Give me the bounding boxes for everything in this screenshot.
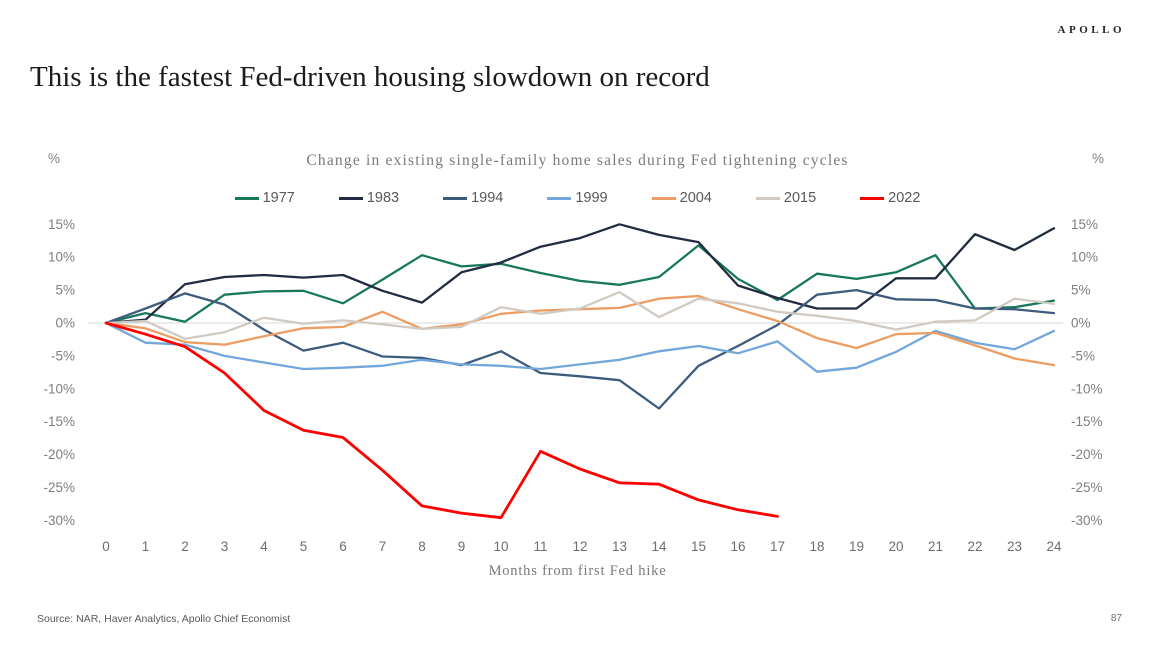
legend-swatch-2022 bbox=[860, 196, 885, 200]
series-line-1983 bbox=[104, 223, 1056, 325]
page-title: This is the fastest Fed-driven housing s… bbox=[30, 61, 710, 94]
legend-label: 2004 bbox=[679, 190, 712, 206]
chart-title: Change in existing single-family home sa… bbox=[306, 152, 849, 169]
series-line-1999 bbox=[104, 321, 1056, 373]
source-note: Source: NAR, Haver Analytics, Apollo Chi… bbox=[37, 613, 291, 625]
x-tick-label: 11 bbox=[533, 539, 547, 554]
x-tick-label: 5 bbox=[300, 539, 308, 554]
x-tick-label: 9 bbox=[458, 539, 466, 554]
y-tick-label-left: 0% bbox=[55, 316, 75, 331]
x-tick-label: 13 bbox=[612, 539, 627, 554]
x-tick-label: 15 bbox=[691, 539, 706, 554]
legend-label: 2022 bbox=[888, 190, 921, 206]
x-tick-label: 0 bbox=[102, 539, 110, 554]
x-tick-label: 6 bbox=[339, 539, 347, 554]
x-tick-label: 12 bbox=[572, 539, 587, 554]
y-tick-label-right: 15% bbox=[1071, 217, 1098, 232]
y-axis-unit-left: % bbox=[48, 151, 60, 166]
y-tick-label-right: -5% bbox=[1071, 348, 1095, 363]
y-tick-label-left: -25% bbox=[43, 480, 75, 495]
x-tick-label: 21 bbox=[928, 539, 943, 554]
x-tick-label: 16 bbox=[730, 539, 745, 554]
y-tick-label-right: -20% bbox=[1071, 447, 1103, 462]
page-number: 87 bbox=[1110, 613, 1122, 624]
y-tick-label-right: -15% bbox=[1071, 414, 1103, 429]
y-tick-label-left: 10% bbox=[48, 250, 75, 265]
x-axis-title: Months from first Fed hike bbox=[488, 563, 667, 579]
legend-swatch-2015 bbox=[755, 196, 780, 200]
y-tick-label-right: -25% bbox=[1071, 480, 1103, 495]
x-tick-label: 14 bbox=[651, 539, 667, 554]
x-tick-label: 2 bbox=[181, 539, 189, 554]
legend-label: 1977 bbox=[262, 190, 295, 206]
legend-item-1977: 1977 bbox=[234, 190, 295, 206]
series-line-2022 bbox=[104, 321, 779, 520]
x-tick-label: 23 bbox=[1007, 539, 1022, 554]
legend-swatch-1999 bbox=[547, 196, 572, 200]
y-tick-label-right: -10% bbox=[1071, 381, 1103, 396]
y-tick-label-right: -30% bbox=[1071, 513, 1103, 528]
x-tick-label: 24 bbox=[1046, 539, 1062, 554]
x-tick-label: 17 bbox=[770, 539, 785, 554]
y-axis-unit-right: % bbox=[1092, 151, 1104, 166]
chart-area: %% 15% 15% 10% 10% 5% 5% 0% 0% -5% -5% -10% -10% -15%… bbox=[0, 130, 1155, 600]
series-line-2004 bbox=[104, 294, 1056, 367]
legend-item-2022: 2022 bbox=[860, 190, 920, 206]
y-tick-label-left: -20% bbox=[43, 447, 75, 462]
y-tick-label-right: 5% bbox=[1071, 283, 1091, 298]
x-tick-label: 3 bbox=[221, 539, 229, 554]
chart-legend: 1977 1983 1994 1999 2004 2015 2022 bbox=[0, 189, 1155, 207]
y-tick-label-left: 5% bbox=[55, 283, 75, 298]
x-tick-label: 18 bbox=[809, 539, 824, 554]
x-tick-label: 19 bbox=[849, 539, 864, 554]
x-tick-label: 10 bbox=[493, 539, 508, 554]
y-tick-label-left: -30% bbox=[43, 513, 75, 528]
legend-item-2015: 2015 bbox=[755, 190, 817, 206]
chart-canvas: % % 15% 15% 10% 10% 5% 5% 0% 0% -5% -5% -10% -10% -15%… bbox=[43, 151, 1104, 554]
x-tick-label: 7 bbox=[379, 539, 387, 554]
legend-item-1999: 1999 bbox=[547, 190, 608, 206]
legend-item-1983: 1983 bbox=[338, 190, 400, 206]
y-tick-label-left: -15% bbox=[43, 414, 75, 429]
x-tick-label: 8 bbox=[418, 539, 426, 554]
series-line-1994 bbox=[104, 288, 1056, 410]
series-line-2015 bbox=[104, 290, 1056, 340]
legend-label: 2015 bbox=[783, 190, 817, 206]
x-tick-label: 20 bbox=[888, 539, 903, 554]
legend-item-2004: 2004 bbox=[651, 190, 712, 206]
y-tick-label-right: 0% bbox=[1071, 316, 1091, 331]
y-tick-label-right: 10% bbox=[1071, 250, 1098, 265]
legend-swatch-2004 bbox=[651, 196, 676, 200]
y-tick-label-left: 15% bbox=[48, 217, 75, 232]
y-tick-label-left: -5% bbox=[51, 348, 75, 363]
apollo-logo: APOLLO bbox=[1057, 24, 1125, 36]
legend-swatch-1994 bbox=[443, 196, 468, 200]
legend-swatch-1977 bbox=[234, 196, 259, 200]
y-tick-label-left: -10% bbox=[43, 381, 75, 396]
legend-swatch-1983 bbox=[338, 196, 363, 200]
x-tick-label: 22 bbox=[967, 539, 982, 554]
legend-label: 1983 bbox=[366, 190, 400, 206]
x-tick-label: 4 bbox=[260, 539, 268, 554]
legend-label: 1999 bbox=[575, 190, 608, 206]
x-tick-label: 1 bbox=[142, 539, 150, 554]
series-line-1977 bbox=[104, 244, 1056, 325]
legend-label: 1994 bbox=[471, 190, 504, 206]
legend-item-1994: 1994 bbox=[443, 190, 503, 206]
